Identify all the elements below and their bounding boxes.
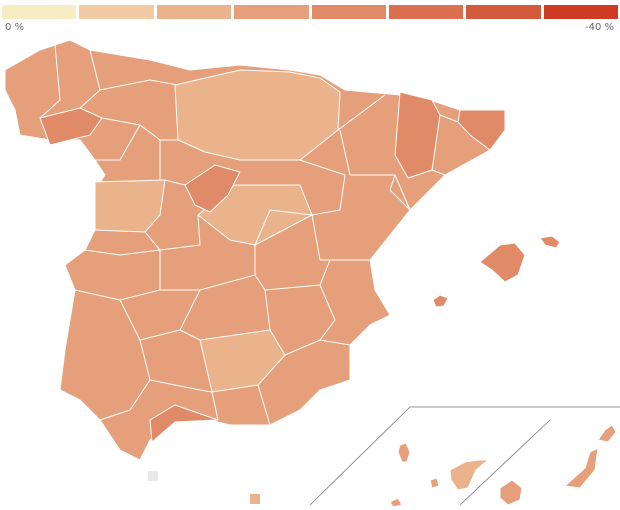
- canary-inset-divider: [459, 419, 551, 506]
- legend-max-label: -40 %: [584, 22, 614, 33]
- legend-swatch-0: [2, 5, 77, 19]
- legend-swatch-5: [388, 5, 464, 19]
- province-menorca[interactable]: [539, 235, 561, 249]
- province-border-6: [144, 214, 201, 251]
- province-border-3: [101, 117, 161, 180]
- legend-swatch-1: [79, 5, 154, 19]
- province-malaga[interactable]: [149, 404, 219, 443]
- no-data-key-square: [148, 471, 158, 481]
- island-la-palma[interactable]: [397, 442, 411, 463]
- canary-inset-frame: [309, 406, 620, 506]
- legend-swatch-6: [466, 5, 541, 19]
- island-el-hierro[interactable]: [389, 497, 403, 508]
- province-mallorca[interactable]: [479, 242, 526, 283]
- island-fuerteventura[interactable]: [564, 447, 599, 489]
- province-border-21: [319, 284, 336, 341]
- ceuta-melilla-key-square: [250, 494, 260, 504]
- province-border-26: [439, 114, 459, 123]
- province-border-0: [39, 44, 61, 119]
- color-legend: [2, 5, 618, 19]
- province-madrid[interactable]: [184, 164, 241, 213]
- province-border-8: [74, 250, 161, 301]
- legend-min-label: 0 %: [5, 22, 25, 33]
- island-gran-canaria[interactable]: [499, 479, 523, 506]
- province-jaen[interactable]: [199, 329, 286, 393]
- legend-swatch-2: [156, 5, 232, 19]
- province-salamanca[interactable]: [94, 179, 166, 233]
- province-border-10: [254, 159, 346, 246]
- province-castilla-north[interactable]: [174, 69, 341, 161]
- province-border-2: [99, 79, 179, 91]
- province-border-23: [211, 391, 219, 421]
- island-tenerife[interactable]: [449, 459, 489, 491]
- legend-swatch-7: [543, 5, 618, 19]
- province-border-9: [160, 245, 256, 291]
- province-border-12: [337, 94, 386, 131]
- province-border-5: [164, 179, 186, 186]
- province-border-17: [99, 339, 151, 421]
- province-border-19: [264, 289, 271, 331]
- province-border-14: [254, 259, 331, 291]
- legend-swatch-4: [311, 5, 386, 19]
- province-border-25: [431, 169, 446, 176]
- province-border-11: [339, 129, 411, 211]
- province-border-18: [149, 379, 213, 393]
- province-border-22: [257, 384, 271, 426]
- province-border-24: [79, 124, 141, 161]
- island-la-gomera[interactable]: [429, 477, 440, 489]
- province-border-7: [84, 249, 161, 256]
- province-border-27: [389, 174, 411, 211]
- province-ibiza[interactable]: [432, 294, 449, 308]
- legend-swatch-3: [234, 5, 309, 19]
- island-lanzarote[interactable]: [597, 424, 617, 443]
- province-border-13: [311, 214, 370, 261]
